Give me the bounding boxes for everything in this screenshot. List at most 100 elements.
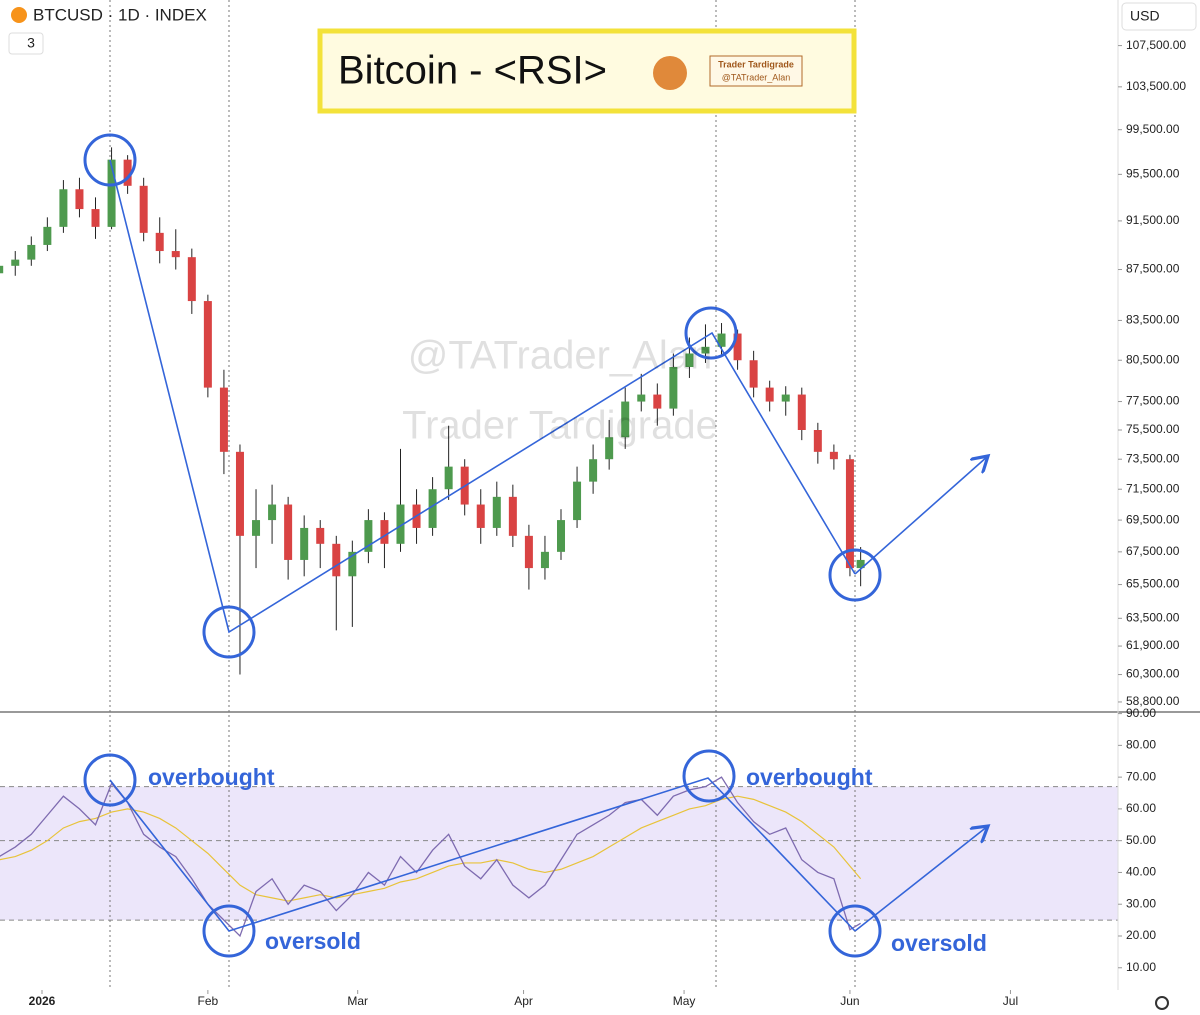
y-tick-label: 73,500.00: [1126, 451, 1180, 465]
x-tick-label: Mar: [347, 994, 368, 1008]
candle-body: [508, 496, 517, 536]
candle-body: [11, 259, 20, 266]
x-tick-label: Feb: [198, 994, 219, 1008]
settings-icon[interactable]: [1155, 996, 1169, 1010]
candle-body: [685, 353, 694, 368]
candle-body: [428, 489, 437, 528]
rsi-band: [0, 786, 1118, 921]
candle-body: [284, 504, 293, 560]
candle-body: [813, 429, 822, 452]
candle-body: [589, 459, 598, 482]
candle-body: [27, 244, 36, 260]
annotation: oversold: [891, 930, 987, 956]
y-tick-label: 10.00: [1126, 960, 1156, 974]
candle-body: [829, 451, 838, 460]
candle-body: [91, 209, 100, 227]
title: Bitcoin - <RSI>: [338, 49, 607, 93]
candle-body: [733, 333, 742, 361]
y-tick-label: 80,500.00: [1126, 352, 1180, 366]
candle-body: [540, 551, 549, 569]
y-tick-label: 70.00: [1126, 769, 1156, 783]
symbol[interactable]: BTCUSD · 1D · INDEX: [33, 5, 207, 24]
candle-body: [444, 466, 453, 490]
watermark: Trader Tardigrade: [402, 404, 718, 448]
y-tick-label: 103,500.00: [1126, 79, 1186, 93]
candle-body: [856, 559, 865, 569]
candle-body: [605, 437, 614, 460]
handle: @TATrader_Alan: [722, 72, 791, 82]
y-tick-label: 71,500.00: [1126, 481, 1180, 495]
drawings: [83, 133, 988, 958]
candle-body: [219, 387, 228, 452]
y-tick-label: 75,500.00: [1126, 422, 1180, 436]
indicator-toggle[interactable]: [8, 32, 44, 55]
candle-body: [123, 159, 132, 186]
session-markers: [109, 0, 856, 990]
candle-body: [573, 481, 582, 521]
x-tick-label: Jun: [840, 994, 859, 1008]
annotation: overbought: [148, 764, 275, 790]
candle-body: [75, 189, 84, 210]
candle-body: [252, 520, 261, 536]
candle-body: [268, 504, 277, 521]
watermark: @TATrader_Alan: [408, 334, 712, 378]
y-tick-label: 95,500.00: [1126, 167, 1180, 181]
candle-body: [781, 394, 790, 402]
x-tick-label: Apr: [514, 994, 533, 1008]
x-tick-label: May: [673, 994, 696, 1008]
y-tick-label: 87,500.00: [1126, 262, 1180, 276]
y-tick-label: 77,500.00: [1126, 394, 1180, 408]
y-tick-label: 30.00: [1126, 896, 1156, 910]
y-tick-label: 61,900.00: [1126, 638, 1180, 652]
rsi-line: [0, 776, 861, 938]
candle-body: [701, 346, 710, 354]
y-tick-label: 60,300.00: [1126, 667, 1180, 681]
candle-body: [155, 232, 164, 252]
candle-body: [396, 504, 405, 544]
candle-body: [348, 551, 357, 577]
candle-body: [171, 251, 180, 258]
y-tick-label: 99,500.00: [1126, 122, 1180, 136]
candle-body: [0, 265, 4, 274]
currency: USD: [1130, 8, 1160, 24]
coin-icon: [11, 7, 27, 23]
candle-body: [765, 387, 774, 402]
annotation: oversold: [265, 928, 361, 954]
y-tick-label: 83,500.00: [1126, 313, 1180, 327]
candle-body: [235, 451, 244, 536]
y-tick-label: 107,500.00: [1126, 38, 1186, 52]
y-tick-label: 63,500.00: [1126, 610, 1180, 624]
candle-body: [797, 394, 806, 430]
y-tick-label: 90.00: [1126, 706, 1156, 720]
currency-select[interactable]: [1121, 2, 1197, 31]
y-tick-label: 40.00: [1126, 865, 1156, 879]
candle-body: [380, 520, 389, 544]
indicator-count: 3: [27, 35, 35, 51]
candle-body: [637, 394, 646, 402]
rsi-line: [0, 795, 862, 902]
candle-body: [524, 535, 533, 569]
brand: Trader Tardigrade: [718, 59, 794, 69]
logo: [653, 56, 687, 90]
candle-body: [59, 189, 68, 227]
y-tick-label: 67,500.00: [1126, 544, 1180, 558]
candle-body: [717, 333, 726, 347]
brand-box: [709, 55, 803, 87]
candle-body: [492, 496, 501, 528]
candle-body: [621, 401, 630, 438]
y-tick-label: 60.00: [1126, 801, 1156, 815]
candle-body: [845, 459, 854, 569]
candle-body: [187, 257, 196, 302]
candle-body: [332, 543, 341, 577]
background: [0, 786, 1118, 921]
y-tick-label: 65,500.00: [1126, 577, 1180, 591]
candle-body: [203, 301, 212, 388]
candle-body: [107, 159, 116, 227]
y-tick-label: 20.00: [1126, 928, 1156, 942]
annotation: overbought: [746, 764, 873, 790]
candle-body: [476, 504, 485, 528]
candle-body: [669, 367, 678, 409]
candle-body: [139, 185, 148, 233]
